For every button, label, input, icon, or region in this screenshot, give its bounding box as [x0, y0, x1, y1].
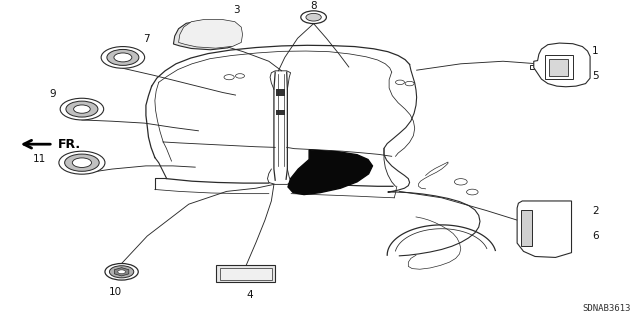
- Circle shape: [65, 154, 99, 171]
- Circle shape: [60, 98, 104, 120]
- Circle shape: [107, 49, 139, 65]
- Text: 6: 6: [592, 231, 598, 241]
- Circle shape: [118, 270, 125, 274]
- Text: 5: 5: [592, 71, 598, 81]
- Bar: [276, 89, 285, 96]
- Circle shape: [72, 158, 92, 167]
- Text: 11: 11: [33, 154, 46, 165]
- Polygon shape: [179, 19, 243, 48]
- Circle shape: [101, 47, 145, 68]
- Circle shape: [306, 13, 321, 21]
- Polygon shape: [534, 43, 590, 87]
- Text: 7: 7: [143, 34, 150, 44]
- Polygon shape: [517, 201, 572, 257]
- Polygon shape: [173, 21, 237, 50]
- Circle shape: [236, 74, 244, 78]
- Circle shape: [405, 81, 414, 86]
- Circle shape: [224, 75, 234, 80]
- Circle shape: [396, 80, 404, 85]
- Bar: [521, 210, 532, 246]
- Circle shape: [66, 101, 98, 117]
- Bar: [545, 55, 573, 79]
- Bar: [216, 265, 275, 282]
- Text: 10: 10: [109, 287, 122, 297]
- Circle shape: [59, 151, 105, 174]
- Bar: [220, 268, 272, 280]
- Text: SDNAB3613: SDNAB3613: [582, 304, 630, 313]
- Text: 3: 3: [234, 4, 240, 15]
- Text: 4: 4: [246, 290, 253, 300]
- Text: FR.: FR.: [58, 138, 81, 151]
- Circle shape: [74, 105, 90, 113]
- Polygon shape: [288, 150, 372, 195]
- Text: 8: 8: [310, 1, 317, 11]
- Bar: [276, 110, 285, 115]
- Text: 2: 2: [592, 205, 598, 216]
- Circle shape: [467, 189, 478, 195]
- Polygon shape: [115, 268, 129, 276]
- Circle shape: [105, 263, 138, 280]
- Bar: [549, 59, 568, 76]
- Text: 1: 1: [592, 46, 598, 56]
- Circle shape: [109, 266, 134, 278]
- Circle shape: [114, 53, 132, 62]
- Text: 9: 9: [49, 89, 56, 99]
- Circle shape: [301, 11, 326, 24]
- Circle shape: [454, 179, 467, 185]
